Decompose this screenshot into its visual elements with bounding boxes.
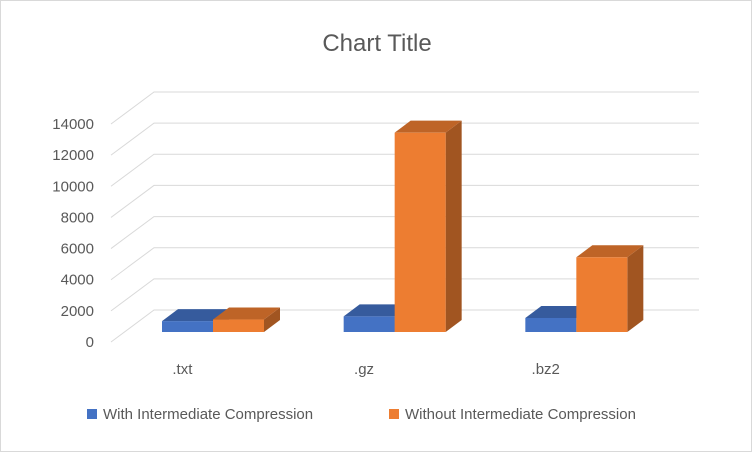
legend-item: With Intermediate Compression (87, 406, 313, 423)
bar-side-face (445, 120, 462, 332)
bar-front-face (162, 321, 213, 332)
gridline (110, 153, 699, 187)
gridline (110, 278, 699, 312)
y-tick-label: 8000 (61, 209, 94, 226)
legend: With Intermediate Compression Without Int… (87, 406, 636, 423)
bar-top-face (394, 120, 462, 133)
x-axis-category-labels: .txt .gz .bz2 (172, 361, 560, 378)
bar-front-face (576, 257, 628, 332)
y-tick-label: 10000 (52, 178, 94, 195)
bars (162, 120, 644, 332)
bar-txt-without (213, 307, 280, 332)
bar-side-face (627, 245, 644, 332)
bar-bz2-without (576, 245, 644, 332)
legend-swatch (389, 409, 399, 419)
bar-front-face (213, 319, 264, 332)
gridline (110, 247, 699, 281)
legend-label: Without Intermediate Compression (405, 406, 636, 423)
y-axis-tick-labels: 0 2000 4000 6000 8000 10000 12000 14000 (52, 116, 94, 351)
gridline (110, 122, 699, 156)
gridline (110, 309, 699, 343)
y-tick-label: 6000 (61, 241, 94, 258)
x-category-label: .txt (172, 361, 193, 378)
gridline (110, 91, 699, 125)
y-tick-label: 4000 (61, 272, 94, 289)
gridlines (110, 91, 699, 343)
bar-top-face (576, 245, 644, 258)
bar-gz-without (394, 120, 462, 332)
y-tick-label: 14000 (52, 116, 94, 133)
bar-front-face (343, 316, 395, 332)
bar-front-face (394, 132, 446, 332)
chart-title: Chart Title (322, 30, 431, 57)
gridline (110, 216, 699, 249)
bar-top-face (343, 304, 411, 317)
bar-side-face (264, 307, 280, 332)
y-tick-label: 0 (86, 334, 94, 351)
gridline (110, 184, 699, 218)
y-tick-label: 12000 (52, 147, 94, 164)
legend-item: Without Intermediate Compression (389, 406, 636, 423)
bar-front-face (525, 317, 577, 332)
legend-label: With Intermediate Compression (103, 406, 313, 423)
bar-top-face (525, 305, 593, 318)
bar-top-face (162, 309, 229, 322)
x-category-label: .gz (354, 361, 374, 378)
bar-top-face (213, 307, 280, 320)
legend-swatch (87, 409, 97, 419)
x-category-label: .bz2 (532, 361, 560, 378)
y-tick-label: 2000 (61, 303, 94, 320)
